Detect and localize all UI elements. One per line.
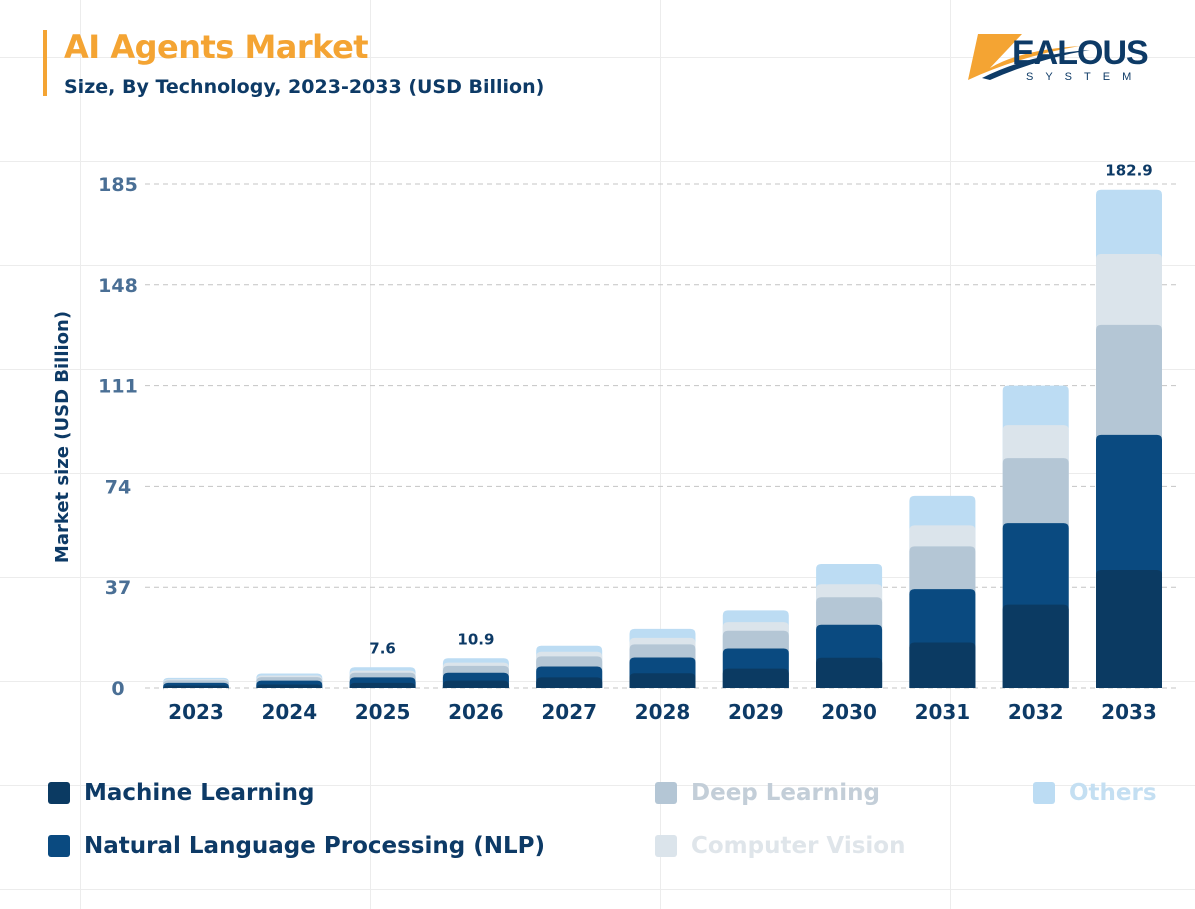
bar-stack-2032 <box>1002 385 1069 688</box>
bar-segment-machine-learning <box>722 668 789 688</box>
bar-stack-2025 <box>349 667 416 688</box>
legend-swatch <box>1033 782 1055 804</box>
data-label: 7.6 <box>369 639 396 657</box>
bar-segment-machine-learning <box>442 680 509 688</box>
legend-swatch <box>655 835 677 857</box>
data-label: 10.9 <box>457 630 494 648</box>
x-tick-label: 2029 <box>728 700 784 724</box>
x-tick-label: 2033 <box>1101 700 1157 724</box>
chart-subtitle: Size, By Technology, 2023-2033 (USD Bill… <box>64 76 545 98</box>
bar-stack-2023 <box>163 677 229 691</box>
bar-segment-machine-learning <box>349 682 416 688</box>
bar-stack-2031 <box>909 495 976 688</box>
svg-text:EALOUS: EALOUS <box>1012 34 1148 72</box>
bar-stack-2024 <box>256 673 323 690</box>
bar-segment-machine-learning <box>909 642 976 688</box>
x-tick-label: 2028 <box>635 700 691 724</box>
y-tick-label: 148 <box>98 275 138 297</box>
y-axis-label: Market size (USD Billion) <box>52 311 73 563</box>
y-tick-label: 185 <box>98 174 138 196</box>
bar-segment-machine-learning <box>1096 570 1162 688</box>
data-label: 182.9 <box>1105 162 1152 180</box>
legend-item-deep-learning[interactable]: Deep Learning <box>655 780 880 806</box>
legend-label: Others <box>1069 780 1157 806</box>
legend-swatch <box>48 782 70 804</box>
legend-item-machine-learning[interactable]: Machine Learning <box>48 780 315 806</box>
chart-title: AI Agents Market <box>64 28 369 66</box>
svg-text:SYSTEM: SYSTEM <box>1026 71 1143 83</box>
x-tick-label: 2030 <box>821 700 877 724</box>
legend-swatch <box>48 835 70 857</box>
y-tick-label: 37 <box>105 577 131 599</box>
x-tick-label: 2025 <box>355 700 411 724</box>
legend-item-others[interactable]: Others <box>1033 780 1157 806</box>
legend-label: Machine Learning <box>84 780 315 806</box>
bar-stack-2028 <box>629 628 696 688</box>
y-tick-label: 111 <box>98 376 138 398</box>
bar-segment-machine-learning <box>1002 604 1069 688</box>
bar-stack-2027 <box>536 645 603 688</box>
bar-segment-machine-learning <box>163 685 229 691</box>
legend-label: Computer Vision <box>691 833 906 859</box>
x-tick-label: 2024 <box>261 700 317 724</box>
bar-stack-2030 <box>816 564 883 688</box>
legend-swatch <box>655 782 677 804</box>
y-tick-label: 0 <box>111 678 124 700</box>
zealous-logo: EALOUS SYSTEM <box>960 28 1170 88</box>
title-accent-bar <box>43 30 47 96</box>
x-tick-label: 2032 <box>1008 700 1064 724</box>
x-tick-label: 2023 <box>168 700 224 724</box>
bar-segment-machine-learning <box>256 684 323 690</box>
legend-label: Deep Learning <box>691 780 880 806</box>
bar-stack-2026 <box>442 658 509 688</box>
legend-item-natural-language-processing-nlp[interactable]: Natural Language Processing (NLP) <box>48 833 545 859</box>
bar-stack-2033 <box>1096 189 1162 689</box>
bar-segment-machine-learning <box>536 677 603 688</box>
x-tick-label: 2027 <box>541 700 597 724</box>
legend-item-computer-vision[interactable]: Computer Vision <box>655 833 905 859</box>
y-tick-label: 74 <box>105 476 131 498</box>
bar-stack-2029 <box>722 610 789 688</box>
legend-label: Natural Language Processing (NLP) <box>84 833 545 859</box>
x-tick-label: 2026 <box>448 700 504 724</box>
x-tick-label: 2031 <box>915 700 971 724</box>
bar-segment-machine-learning <box>629 673 696 688</box>
bar-segment-machine-learning <box>816 657 883 688</box>
